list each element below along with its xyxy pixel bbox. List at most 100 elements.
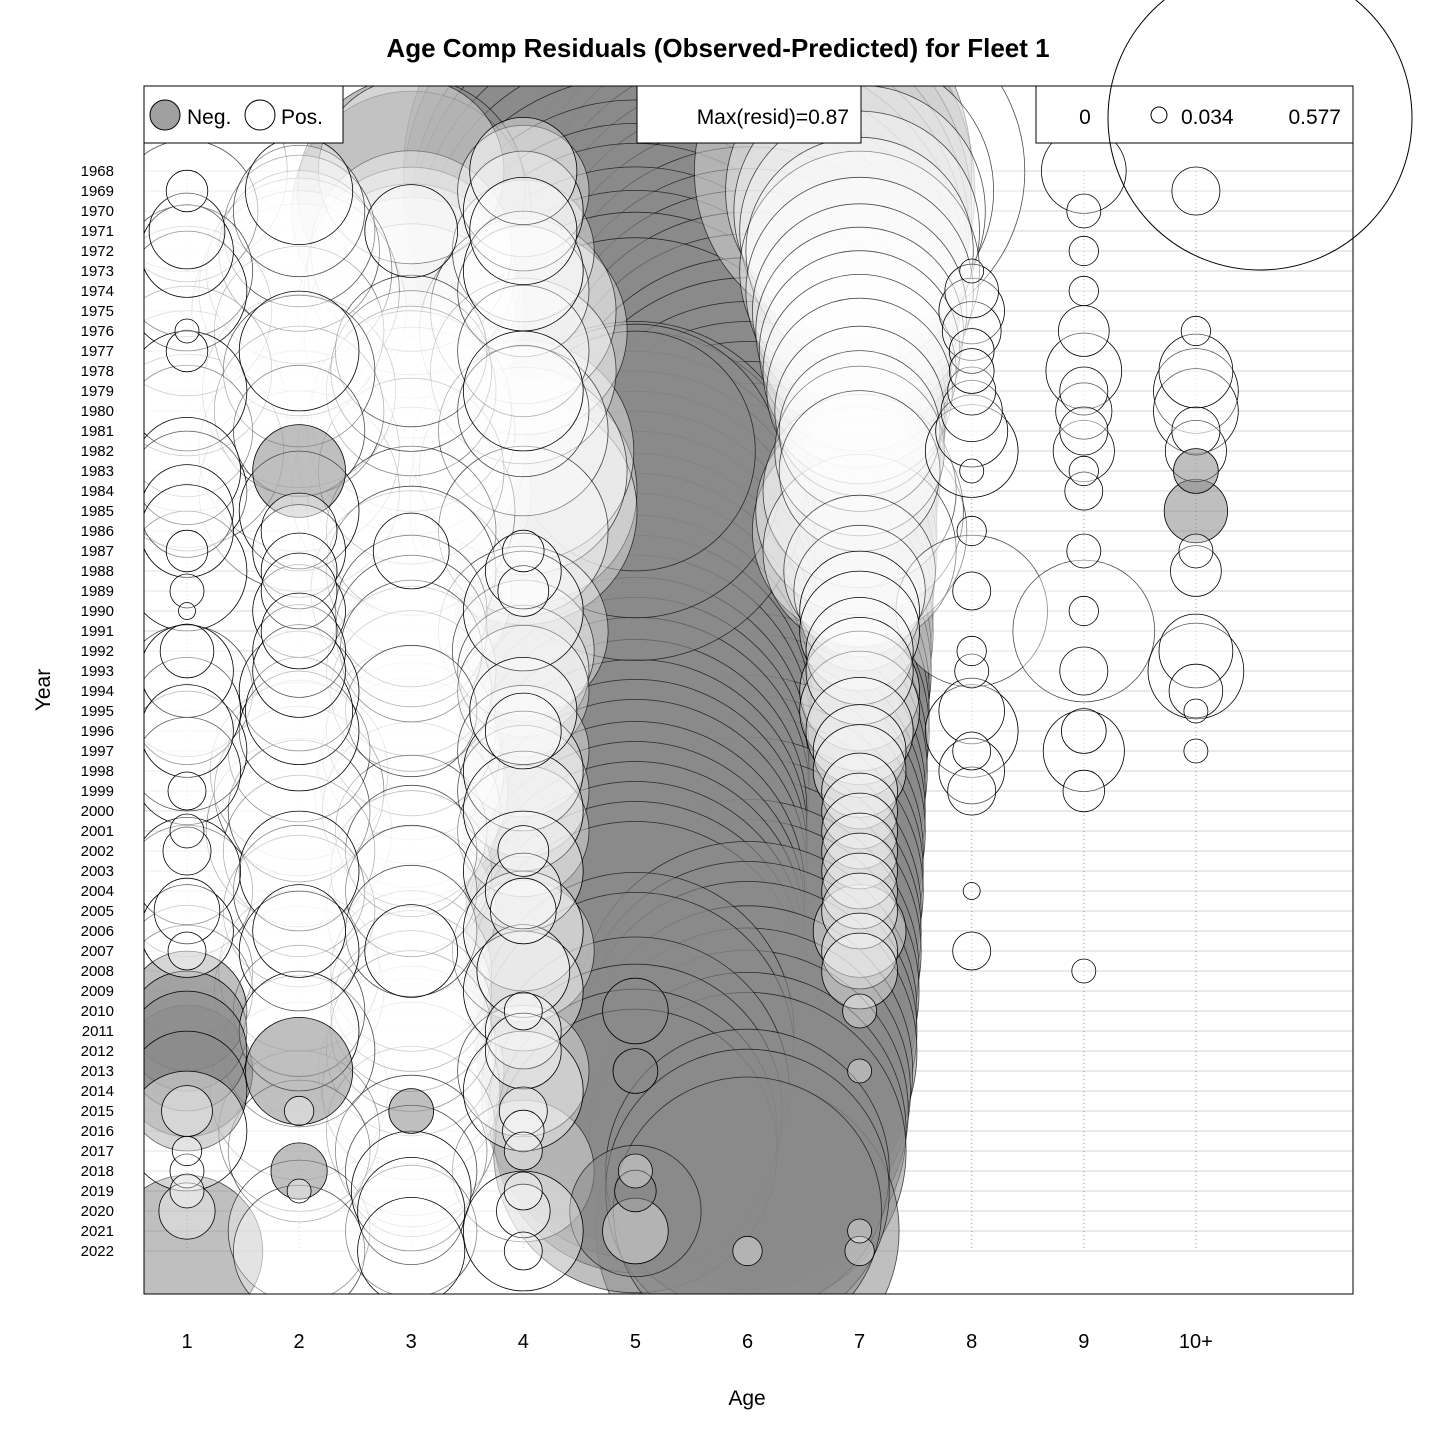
bubble-negative [612, 1048, 659, 1094]
bubble-positive [944, 263, 999, 319]
bubble-positive [462, 330, 584, 452]
bubble-positive [167, 771, 207, 811]
bubble-positive [805, 677, 914, 786]
bubble-positive [821, 932, 898, 1010]
bubble-positive [364, 904, 459, 998]
bubble-positive [144, 657, 241, 765]
year-tick-label: 1982 [81, 443, 114, 460]
bubble-positive [952, 571, 992, 611]
bubble-positive [497, 825, 550, 877]
bubble-negative [388, 1088, 435, 1134]
year-tick-label: 2021 [81, 1223, 114, 1240]
bubble-positive [959, 458, 985, 484]
bubble-positive [1178, 533, 1214, 569]
bubble-positive [144, 817, 241, 925]
bubble-positive [260, 532, 338, 610]
bubble-positive [330, 610, 493, 772]
year-tick-label: 1984 [81, 483, 114, 500]
bubble-positive [165, 329, 209, 373]
age-tick-label: 10+ [1179, 1331, 1213, 1353]
legend-max: Max(resid)=0.87 [636, 85, 862, 144]
bubble-positive [503, 1131, 543, 1171]
y-axis-title: Year [32, 669, 55, 711]
legend-max-label: Max(resid)=0.87 [697, 106, 849, 129]
year-tick-label: 1994 [81, 683, 114, 700]
bubble-negative [144, 1030, 248, 1152]
bubble-positive [171, 1135, 203, 1167]
bubble-positive [1071, 958, 1097, 984]
year-tick-label: 1985 [81, 503, 114, 520]
legend-size-0-label: 0 [1079, 106, 1091, 129]
bubble-positive [339, 579, 483, 723]
year-tick-label: 1998 [81, 763, 114, 780]
bubble-positive [469, 117, 578, 225]
legend-size-2-swatch [1107, 0, 1413, 271]
bubble-positive [144, 417, 241, 525]
bubble-positive [233, 1184, 366, 1294]
bubble-positive [162, 826, 212, 876]
bubble-positive [238, 290, 360, 412]
bubble-positive [169, 813, 205, 849]
bubble-positive [144, 204, 254, 338]
bubble-positive [959, 258, 985, 284]
legend-neg-label: Neg. [187, 106, 231, 129]
year-tick-label: 2005 [81, 903, 114, 920]
bubble-positive [1064, 471, 1104, 511]
bubble-positive [364, 184, 459, 278]
bubble-positive [821, 912, 898, 990]
year-tick-label: 1976 [81, 323, 114, 340]
year-tick-label: 1978 [81, 363, 114, 380]
bubble-positive [144, 430, 248, 552]
year-tick-label: 1995 [81, 703, 114, 720]
bubble-positive [1147, 622, 1245, 720]
bubble-positive [335, 534, 488, 688]
bubble-negative [614, 1169, 657, 1213]
bubble-positive [948, 348, 995, 394]
bubble-positive [161, 1085, 213, 1137]
bubble-positive [144, 684, 234, 778]
year-tick-label: 1991 [81, 623, 114, 640]
year-tick-label: 2017 [81, 1143, 114, 1160]
bubble-positive [345, 784, 478, 918]
bubble-positive [1042, 710, 1125, 793]
bubble-negative [602, 977, 669, 1045]
year-tick-label: 1999 [81, 783, 114, 800]
age-tick-label: 4 [518, 1331, 529, 1353]
bubble-positive [330, 910, 493, 1072]
bubble-positive [144, 225, 273, 397]
bubble-positive [462, 1170, 584, 1292]
bubble-positive [457, 124, 590, 258]
bubble-positive [238, 810, 360, 932]
bubble-positive [725, 86, 994, 326]
year-tick-label: 1986 [81, 523, 114, 540]
bubble-positive [947, 366, 997, 416]
bubble-positive [1012, 559, 1156, 703]
bubble-positive [821, 772, 898, 850]
bubble-positive [821, 812, 898, 890]
year-tick-labels: 1968 1969 1970 1971 1972 1973 1974 1975 1976 1977… [81, 163, 114, 1260]
legend-size-2-label: 0.577 [1288, 106, 1341, 129]
bubble-positive [947, 766, 997, 816]
age-tick-labels: 1 2 3 4 5 6 7 8 9 10+ [181, 1331, 1212, 1353]
bubble-positive [326, 445, 497, 617]
bubble-positive [330, 890, 493, 1052]
bubble-positive [1066, 193, 1102, 229]
bubble-positive [938, 677, 1005, 745]
bubble-positive [222, 154, 376, 308]
bubble-positive [1068, 275, 1099, 307]
bubble-positive [144, 330, 248, 452]
bubble-positive [774, 365, 945, 537]
year-tick-label: 2000 [81, 803, 114, 820]
bubble-positive [462, 550, 584, 672]
bubble-positive [335, 274, 488, 428]
bubble-positive [1068, 595, 1099, 627]
bubble-positive [812, 704, 907, 798]
bubble-positive [326, 305, 497, 477]
year-tick-label: 1981 [81, 423, 114, 440]
bubble-positive [821, 852, 898, 930]
bubble-positive [148, 192, 226, 270]
legend-pos-label: Pos. [281, 106, 323, 129]
bubble-positive [1055, 382, 1113, 440]
